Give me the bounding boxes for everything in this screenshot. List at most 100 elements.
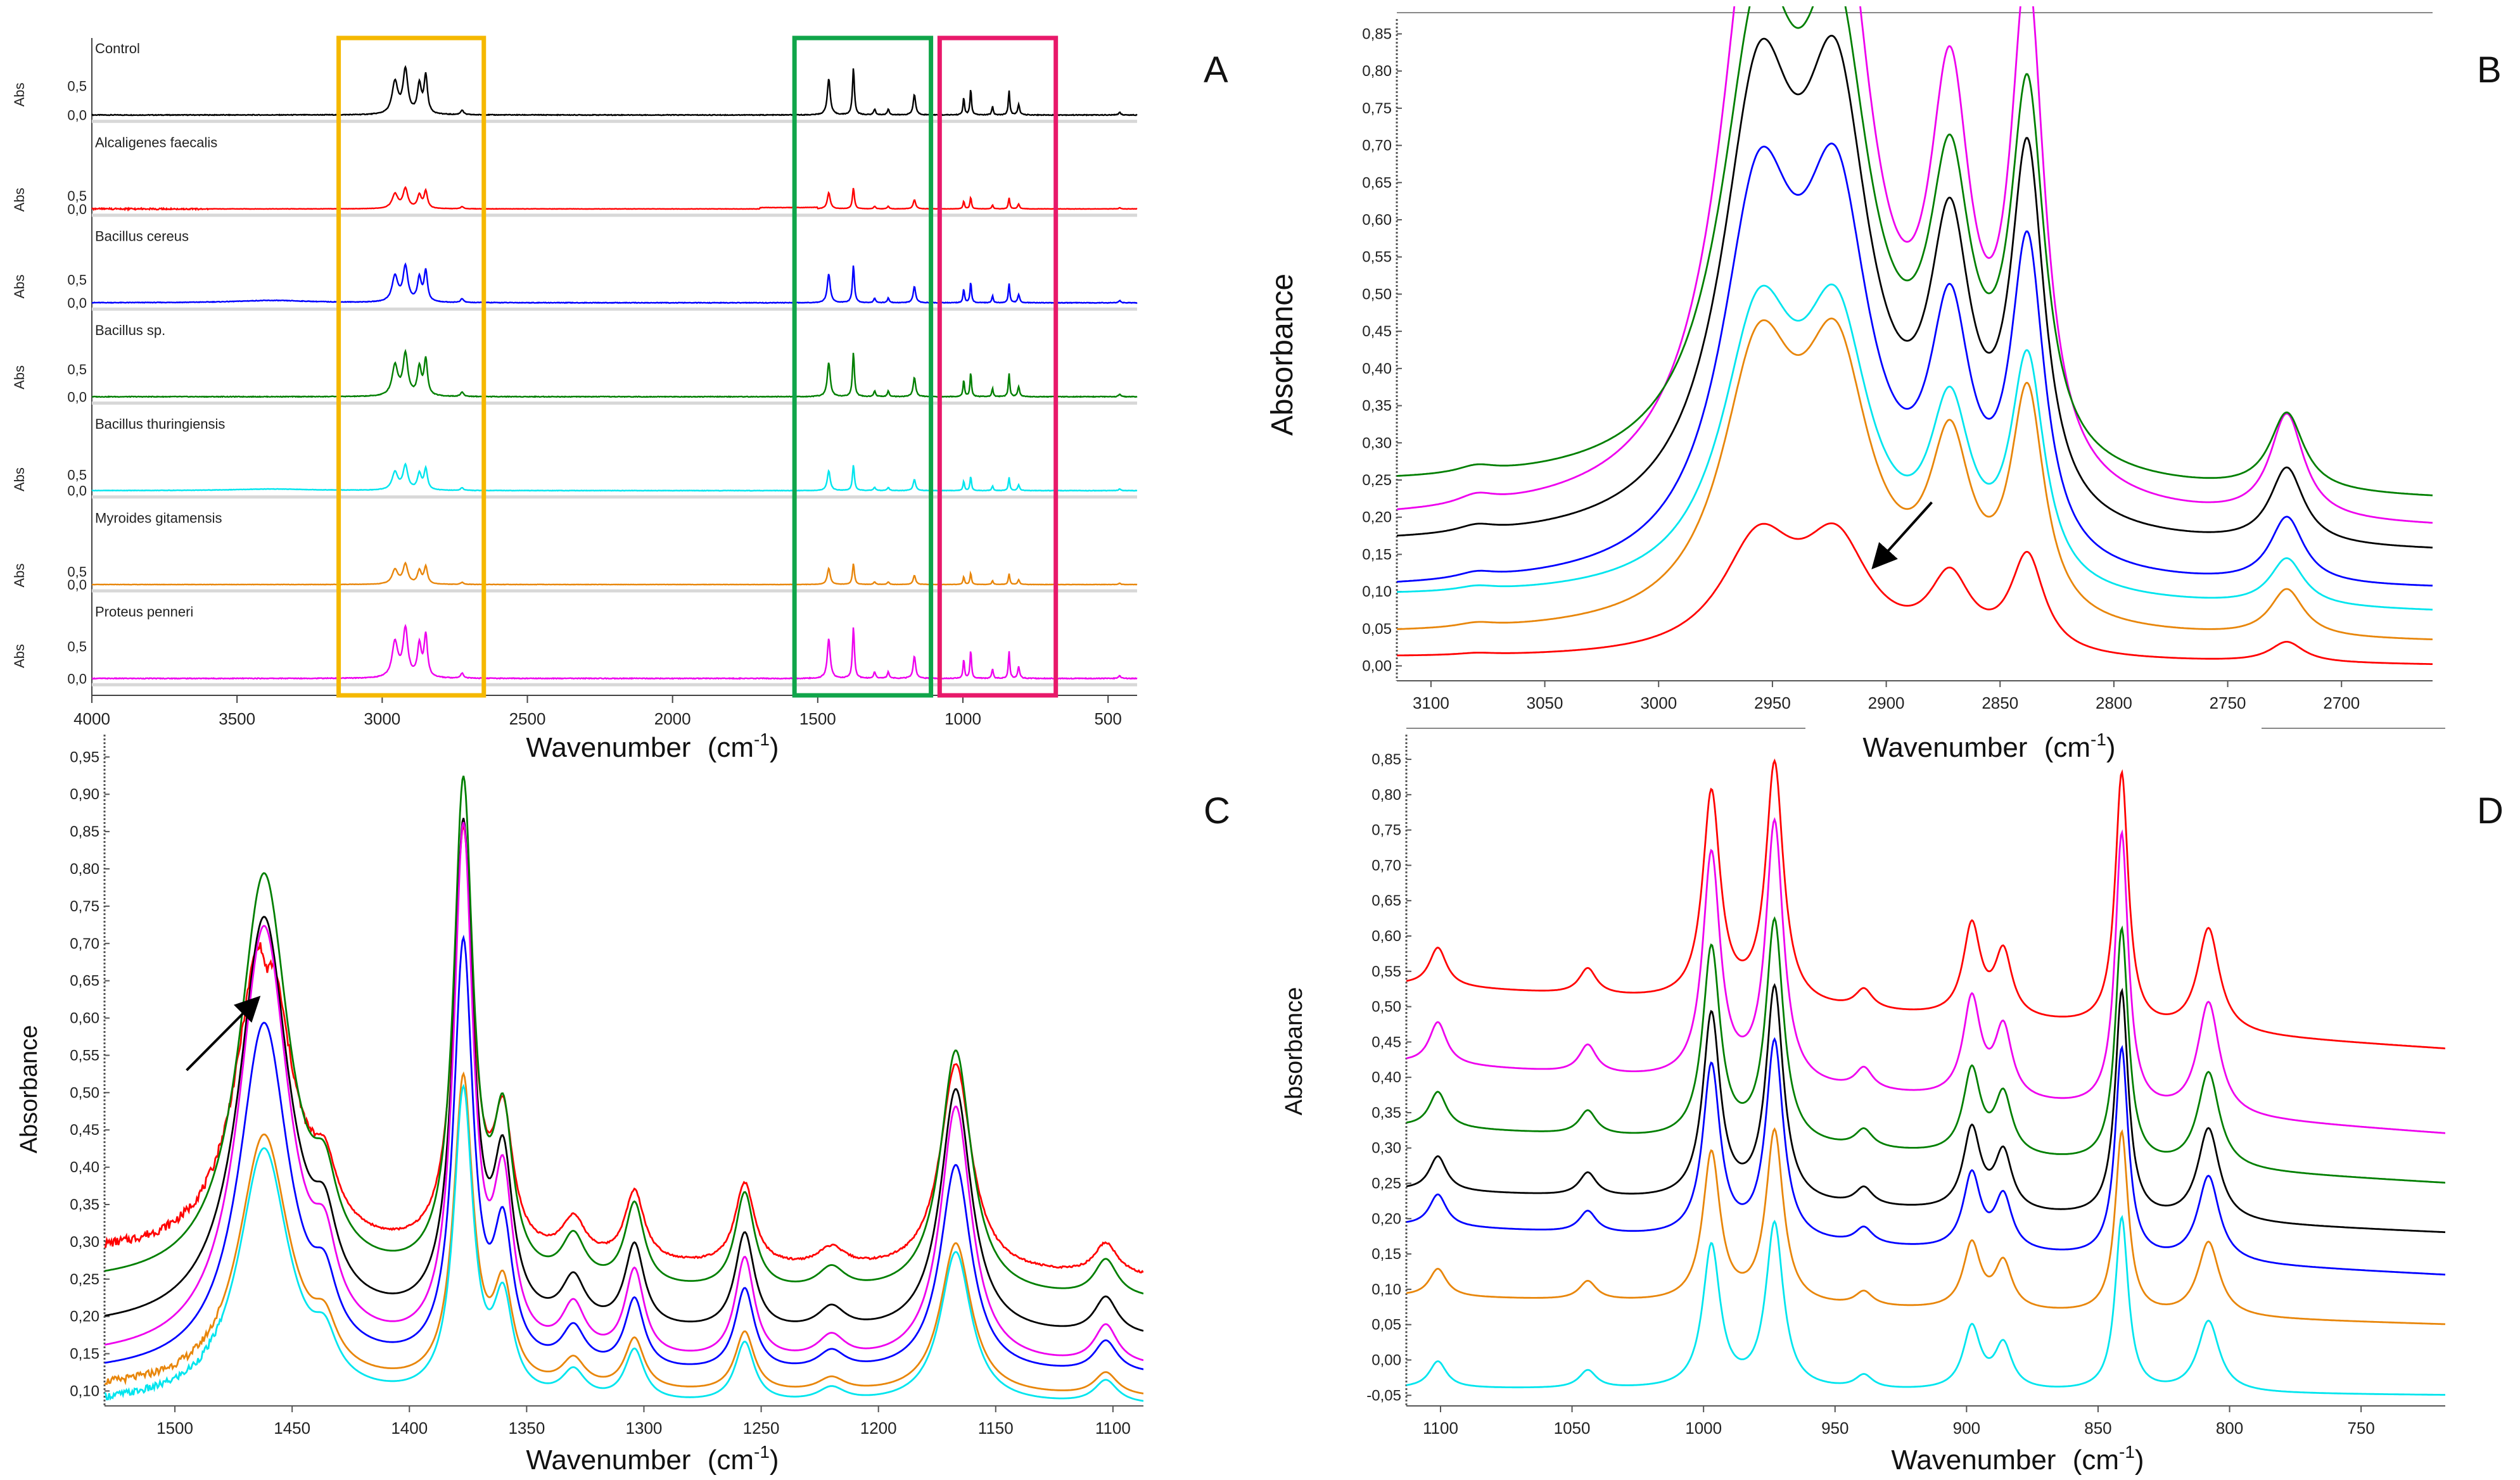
y-tick-label-a: 0,5 (67, 639, 87, 655)
y-axis-label-a: Abs (11, 187, 27, 212)
x-tick-label: 850 (2084, 1419, 2111, 1438)
y-tick-label-a: 0,0 (67, 577, 87, 593)
y-tick-label: 0,20 (1362, 509, 1392, 526)
y-tick-label: 0,70 (1371, 857, 1401, 874)
y-tick-label: 0,35 (70, 1196, 99, 1213)
x-tick-label: 1100 (1095, 1419, 1131, 1438)
x-tick-label: 750 (2347, 1419, 2374, 1438)
panel-letter-c: C (1204, 790, 1230, 832)
spectrum-line (105, 818, 1143, 1332)
spectrum-line (1397, 317, 2433, 640)
x-tick-label: 1350 (508, 1419, 545, 1438)
y-tick-label: 0,50 (1371, 999, 1401, 1016)
y-tick-label: 0,65 (1371, 892, 1401, 909)
y-tick-label-a: 0,0 (67, 108, 87, 123)
y-tick-label: 0,45 (1362, 323, 1392, 340)
x-tick-label: 3050 (1527, 693, 1563, 712)
spectrum-line (1397, 6, 2433, 496)
y-tick-label-a: 0,5 (67, 467, 87, 483)
x-tick-label: 1200 (860, 1419, 897, 1438)
spectra-group (1406, 758, 2445, 1396)
x-tick-label: 3000 (1640, 693, 1677, 712)
panel-a: 4000 3500 3000 2500 2000 1500 1000 500 Control 0,… (11, 35, 1138, 728)
spectrum-line-a (91, 462, 1138, 492)
spectrum-line (1397, 283, 2433, 610)
y-tick-label: 0,55 (1371, 963, 1401, 980)
panel-d: 1100 1050 1000 950 900 850 800 750 -0,05 0,00 0,05… (1366, 728, 2445, 1438)
y-tick-label-a: 0,0 (67, 389, 87, 405)
x-tick-label-a: 500 (1094, 709, 1121, 728)
y-axis-label-a: Abs (11, 365, 27, 389)
spectrum-line-a (91, 624, 1138, 680)
y-tick-label: 0,40 (1371, 1069, 1401, 1086)
spectrum-line (1406, 1037, 2445, 1276)
spectrum-line (1406, 1215, 2445, 1396)
x-tick-label: 800 (2216, 1419, 2243, 1438)
spectrum-line-a (91, 65, 1138, 117)
spectrum-line (1406, 916, 2445, 1184)
panel-b: 3100 3050 3000 2950 2900 2850 2800 2750 2700 0,00… (1362, 6, 2433, 712)
y-tick-label: 0,20 (70, 1308, 99, 1325)
spectrum-line-a (92, 262, 1138, 305)
y-tick-label: 0,90 (70, 786, 99, 803)
y-tick-label: 0,50 (70, 1084, 99, 1101)
series-label-a: Bacillus sp. (95, 322, 165, 338)
x-axis-titles: Wavenumber (cm-1) Wavenumber (cm-1) Wave… (526, 730, 2144, 1476)
spectrum-line (1406, 1127, 2445, 1325)
x-axis-title-a: Wavenumber (cm-1) (526, 730, 779, 763)
y-tick-label: 0,15 (1362, 546, 1392, 563)
y-tick-label: 0,25 (70, 1271, 99, 1288)
y-tick-label: 0,65 (1362, 174, 1392, 191)
y-tick-label: 0,30 (1362, 434, 1392, 452)
series-label-a: Proteus penneri (95, 604, 193, 620)
y-tick-label: 0,10 (1371, 1281, 1401, 1298)
x-tick-label: 1500 (156, 1419, 193, 1438)
x-tick-label-a: 2000 (654, 709, 691, 728)
spectra-group (1397, 6, 2433, 665)
spectrum-line (1397, 6, 2433, 524)
spectrum-line (1406, 817, 2445, 1134)
panel-letter-b: B (2477, 49, 2502, 91)
y-tick-label-a: 0,5 (67, 564, 87, 579)
y-axis-label-a: Abs (11, 274, 27, 298)
y-tick-label-a: 0,0 (67, 201, 87, 217)
y-tick-label: 0,60 (1371, 928, 1401, 945)
y-axis-label-a: Abs (11, 644, 27, 668)
y-tick-label: 0,60 (1362, 212, 1392, 229)
x-tick-label: 2900 (1868, 693, 1905, 712)
y-tick-label: 0,30 (1371, 1140, 1401, 1157)
panel-letters: A B C D (1204, 49, 2504, 832)
annotation-arrow (186, 996, 261, 1072)
y-tick-label: 0,35 (1362, 398, 1392, 415)
panel-letter-a: A (1204, 49, 1228, 91)
y-tick-label: 0,70 (70, 935, 99, 952)
series-label-a: Bacillus thuringiensis (95, 416, 225, 432)
x-tick-label-a: 1500 (799, 709, 836, 728)
spectrum-line (1397, 34, 2433, 548)
y-tick-label-a: 0,5 (67, 188, 87, 204)
x-tick-label: 1100 (1423, 1419, 1458, 1438)
y-tick-label: 0,35 (1371, 1104, 1401, 1122)
y-axis-title-b: Absorbance (1266, 274, 1299, 436)
y-tick-label: 0,60 (70, 1010, 99, 1027)
y-tick-label: 0,40 (1362, 360, 1392, 377)
x-tick-label: 2700 (2323, 693, 2360, 712)
series-label-a: Bacillus cereus (95, 229, 189, 244)
x-tick-label-a: 4000 (73, 709, 110, 728)
y-tick-label: 0,75 (1371, 822, 1401, 839)
x-tick-label: 1450 (274, 1419, 310, 1438)
y-tick-label: 0,45 (70, 1122, 99, 1139)
annotation-arrow (1871, 501, 1933, 569)
y-axis-titles: Absorbance Absorbance Absorbance (16, 274, 1308, 1153)
y-tick-label: 0,85 (1371, 751, 1401, 768)
y-tick-label: 0,50 (1362, 286, 1392, 303)
y-tick-label: 0,05 (1371, 1317, 1401, 1334)
spectra-group (105, 775, 1143, 1402)
y-tick-label-a: 0,0 (67, 295, 87, 311)
spectrum-line-a (91, 186, 1138, 212)
y-tick-label: 0,80 (1362, 63, 1392, 80)
y-tick-label: 0,15 (70, 1346, 99, 1363)
highlight-box (937, 35, 1059, 698)
y-tick-label: 0,65 (70, 973, 99, 990)
